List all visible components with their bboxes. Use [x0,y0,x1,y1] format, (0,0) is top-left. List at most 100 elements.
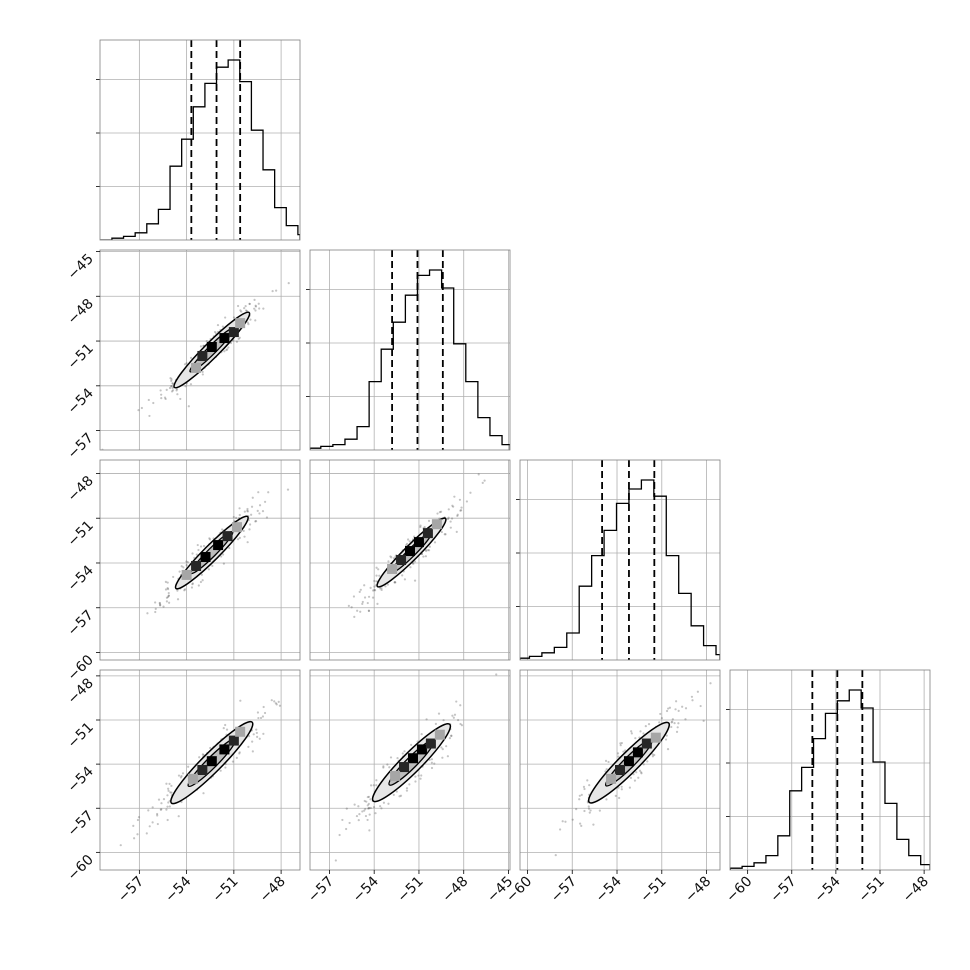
scatter-point [605,768,608,771]
scatter-point [273,700,276,703]
scatter-point [352,595,356,598]
density-cell [197,765,208,775]
density-cell [416,744,427,755]
scatter-point [369,586,372,589]
scatter-point [598,809,601,812]
scatter-point [670,721,673,724]
scatter-point [366,804,369,807]
scatter-point [373,579,376,583]
scatter-point [239,309,242,312]
scatter-point [183,363,187,366]
scatter-point [232,316,236,319]
scatter-point [667,707,670,710]
scatter-point [156,814,159,817]
scatter-point [201,753,204,756]
scatter-point [238,751,241,754]
scatter-point [158,601,161,605]
scatter-point [444,533,447,536]
scatter-point [189,383,193,386]
x-tick-label: −54 [350,873,382,905]
scatter-point [446,755,449,758]
scatter-point [248,528,251,531]
scatter-point [580,793,583,797]
scatter-point [668,706,672,709]
density-cell [228,735,239,746]
scatter-point [160,802,163,805]
scatter-point [382,766,385,769]
scatter-point [675,730,679,733]
density-cell [413,537,424,548]
scatter-point [165,600,168,603]
scatter-point [267,491,270,494]
density-cell [399,762,410,773]
scatter-point [261,715,265,718]
scatter-point [254,304,257,307]
scatter-point [659,712,662,716]
scatter-panel-3-2 [309,459,511,661]
scatter-point [191,552,194,555]
scatter-point [147,809,150,812]
scatter-point [401,574,404,577]
scatter-point [225,348,228,352]
scatter-point [165,596,169,599]
scatter-point [588,784,591,787]
scatter-point [617,755,620,758]
scatter-point [363,584,366,587]
scatter-point [699,704,702,708]
scatter-point [201,370,204,374]
scatter-point [166,805,169,808]
scatter-point [578,794,581,797]
scatter-point [205,340,208,343]
x-tick-label: −54 [593,873,625,905]
scatter-point [364,807,367,811]
scatter-point [172,575,175,579]
scatter-point [246,541,249,544]
scatter-point [238,752,241,755]
density-cell [197,350,208,361]
scatter-point [176,598,180,601]
scatter-point [167,801,170,804]
scatter-point [664,738,668,741]
y-tick-label: −57 [65,430,97,462]
scatter-point [456,513,459,516]
scatter-point [691,699,694,702]
scatter-point [651,755,654,758]
scatter-point [176,393,179,396]
density-cell [191,560,202,571]
scatter-point [222,562,225,565]
scatter-point [620,785,623,788]
scatter-point [419,777,422,780]
scatter-point [450,517,454,520]
scatter-point [180,775,183,778]
scatter-point [410,743,413,746]
scatter-point [201,373,204,376]
scatter-point [254,309,257,312]
scatter-point [167,594,170,597]
scatter-point [164,580,167,583]
scatter-point [334,859,337,862]
scatter-point [275,703,278,706]
scatter-point [246,321,249,324]
scatter-point [469,491,472,494]
panel-frame [99,39,301,241]
scatter-point [384,585,387,588]
scatter-point [165,808,168,811]
scatter-point [137,815,141,819]
panel-frame [309,249,511,451]
scatter-point [405,542,409,545]
density-cell [387,563,398,574]
scatter-point [170,379,173,382]
scatter-point [170,791,173,794]
scatter-point [619,742,622,745]
scatter-point [367,609,371,612]
scatter-point [175,388,179,391]
scatter-point [247,323,250,326]
scatter-point [616,752,620,755]
scatter-point [670,725,673,729]
scatter-point [399,794,403,797]
scatter-point [159,603,162,606]
density-cell [425,738,436,749]
scatter-point [460,506,463,509]
scatter-point [160,808,163,811]
scatter-point [119,844,122,847]
